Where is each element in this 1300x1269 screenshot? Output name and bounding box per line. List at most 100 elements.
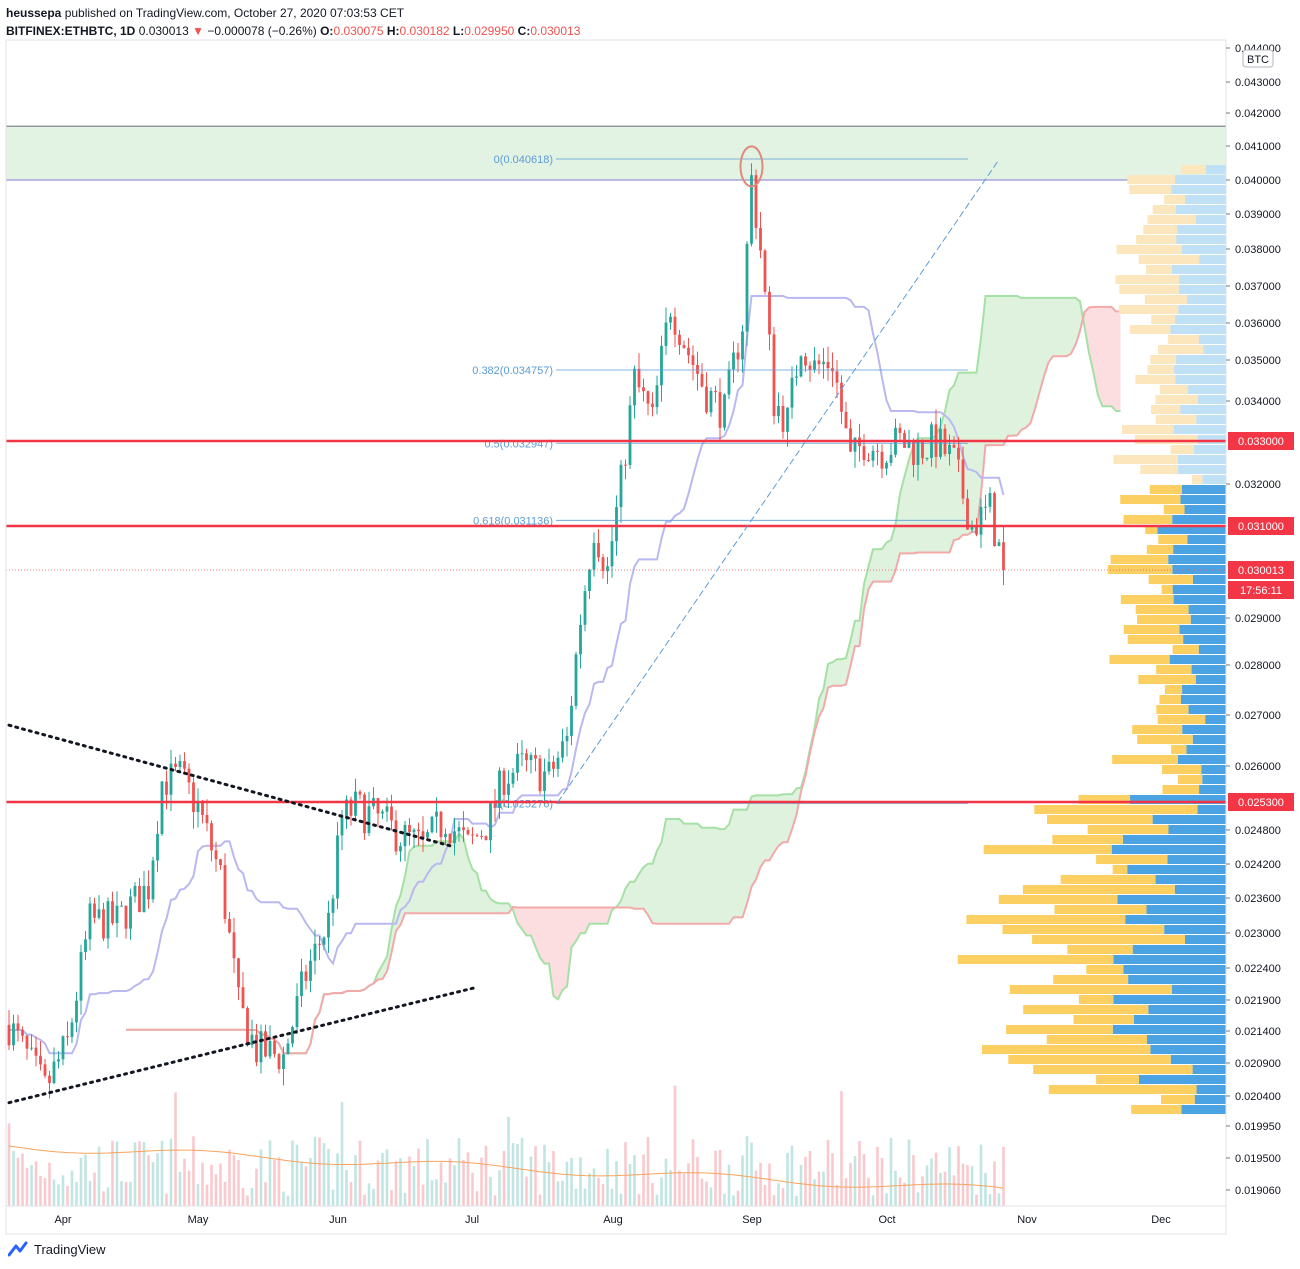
candle-body (597, 542, 600, 558)
volume-bar (102, 1191, 105, 1206)
y-tick-label: 0.038000 (1235, 244, 1281, 256)
volume-bar (565, 1161, 569, 1206)
cloud-segment (976, 338, 981, 532)
vp-down-bar (1119, 285, 1179, 294)
vp-up-bar (1176, 235, 1226, 244)
currency-badge (1242, 49, 1274, 68)
volume-bar (507, 1116, 510, 1206)
volume-bar (273, 1159, 276, 1206)
candle-body (556, 757, 560, 769)
volume-bar (547, 1162, 551, 1206)
volume-bar (480, 1157, 483, 1206)
candle-body (408, 824, 411, 833)
vp-up-bar (1146, 905, 1226, 914)
cloud-segment (436, 841, 441, 914)
vp-down-bar (1002, 925, 1165, 934)
vp-up-bar (1175, 375, 1226, 384)
vp-down-bar (1112, 865, 1128, 874)
vp-up-bar (1182, 725, 1226, 734)
cloud-segment (445, 841, 450, 914)
publisher-name[interactable]: heussepa (6, 6, 62, 20)
senkou-span-b (126, 305, 1121, 1055)
symbol-label[interactable]: BITFINEX:ETHBTC, 1D (6, 24, 136, 38)
candle-body (367, 806, 371, 834)
close-value: 0.030013 (530, 24, 581, 38)
volume-bar (993, 1161, 996, 1206)
volume-bar (291, 1140, 294, 1206)
vp-up-bar (1127, 865, 1226, 874)
candle-body (277, 1054, 281, 1070)
volume-bar (552, 1150, 555, 1206)
vp-up-bar (1188, 605, 1226, 614)
volume-bar (763, 1184, 767, 1206)
candle-body (70, 1022, 74, 1038)
volume-bar (709, 1187, 713, 1206)
cloud-segment (1012, 296, 1017, 436)
volume-bar (417, 1148, 420, 1206)
candle-body (772, 334, 776, 417)
candle-body (124, 905, 128, 929)
cloud-segment (967, 372, 972, 535)
x-tick-label: May (188, 1214, 209, 1226)
vp-up-bar (1178, 285, 1226, 294)
footer-brand[interactable]: TradingView (34, 1241, 106, 1257)
candle-body (552, 761, 555, 769)
candle-body (120, 905, 123, 907)
vp-up-bar (1174, 885, 1226, 894)
cloud-segment (1030, 297, 1035, 424)
vp-up-bar (1176, 355, 1226, 364)
cloud-segment (868, 549, 873, 590)
price-tag-label: 17:56:11 (1240, 585, 1282, 597)
volume-bar (336, 1153, 339, 1206)
candle-body (651, 403, 654, 408)
candle-body (169, 763, 173, 795)
cloud-segment (693, 823, 698, 924)
cloud-segment (1008, 296, 1013, 436)
vp-down-bar (1147, 215, 1196, 224)
resistance-zone-layer (6, 125, 1226, 181)
cloud-segment (634, 873, 639, 909)
cloud-segment (468, 857, 473, 914)
high-label: H: (386, 24, 400, 38)
price-tag-label: 0.033000 (1238, 436, 1284, 448)
volume-bar (57, 1184, 60, 1206)
drawings-layer[interactable]: 0(0.040618)0.382(0.034757)0.5(0.032947)0… (6, 145, 1226, 1105)
vp-down-bar (1164, 195, 1186, 204)
volume-bar (862, 1154, 866, 1206)
volume-bar (529, 1156, 533, 1206)
axes-layer[interactable]: 0.0440000.0430000.0420000.0410000.040000… (5, 39, 1300, 1235)
volume-bar (835, 1185, 839, 1206)
cloud-segment (864, 566, 869, 610)
vp-up-bar (1113, 955, 1226, 964)
price-tag (1228, 432, 1294, 450)
vp-up-bar (1172, 565, 1226, 574)
candle-body (871, 450, 875, 461)
candle-body (444, 833, 447, 838)
cloud-segment (594, 907, 599, 924)
volume-bar (849, 1162, 852, 1206)
volume-bar (979, 1144, 983, 1206)
cloud-segment (657, 842, 662, 924)
volume-bar (502, 1150, 506, 1206)
vp-up-bar (1164, 925, 1226, 934)
vp-down-bar (1127, 635, 1184, 644)
volume-bar (894, 1170, 897, 1206)
cloud-segment (990, 296, 995, 446)
cloud-segment (702, 827, 707, 924)
vp-up-bar (1173, 425, 1226, 434)
candle-body (111, 901, 114, 924)
cloud-segment (571, 907, 576, 948)
volume-bar (93, 1172, 96, 1206)
price-tag (1228, 793, 1294, 811)
volume-bar (25, 1167, 29, 1206)
volume-bar (322, 1143, 326, 1206)
volume-bar (448, 1158, 452, 1206)
volume-bar (385, 1149, 389, 1206)
candles-layer[interactable] (7, 163, 1005, 1099)
vp-down-bar (1156, 665, 1192, 674)
candle-body (970, 526, 974, 530)
cloud-segment (580, 907, 585, 934)
volume-bar (183, 1158, 186, 1206)
volume-bar (268, 1140, 272, 1206)
